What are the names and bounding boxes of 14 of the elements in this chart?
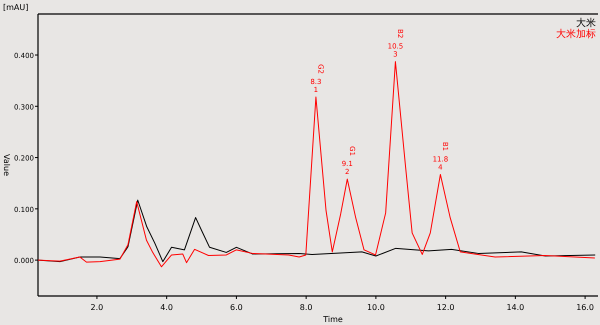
- y-axis-title: Value: [2, 154, 11, 176]
- x-axis-title: Time: [322, 315, 343, 324]
- x-tick-label: 16.0: [576, 303, 594, 312]
- x-tick-label: 8.0: [300, 303, 313, 312]
- text: 大米加标: [556, 28, 596, 40]
- text: 大米: [576, 17, 596, 29]
- x-tick-label: 2.0: [90, 303, 104, 312]
- x-tick-label: 10.0: [366, 303, 385, 312]
- x-tick-label: 4.0: [160, 303, 174, 312]
- x-tick-label: 14.0: [506, 303, 524, 312]
- line-series: [38, 61, 596, 268]
- x-tick-label: 12.0: [436, 303, 455, 312]
- x-tick-label: 6.0: [230, 303, 243, 312]
- text: [mAU]: [3, 3, 28, 12]
